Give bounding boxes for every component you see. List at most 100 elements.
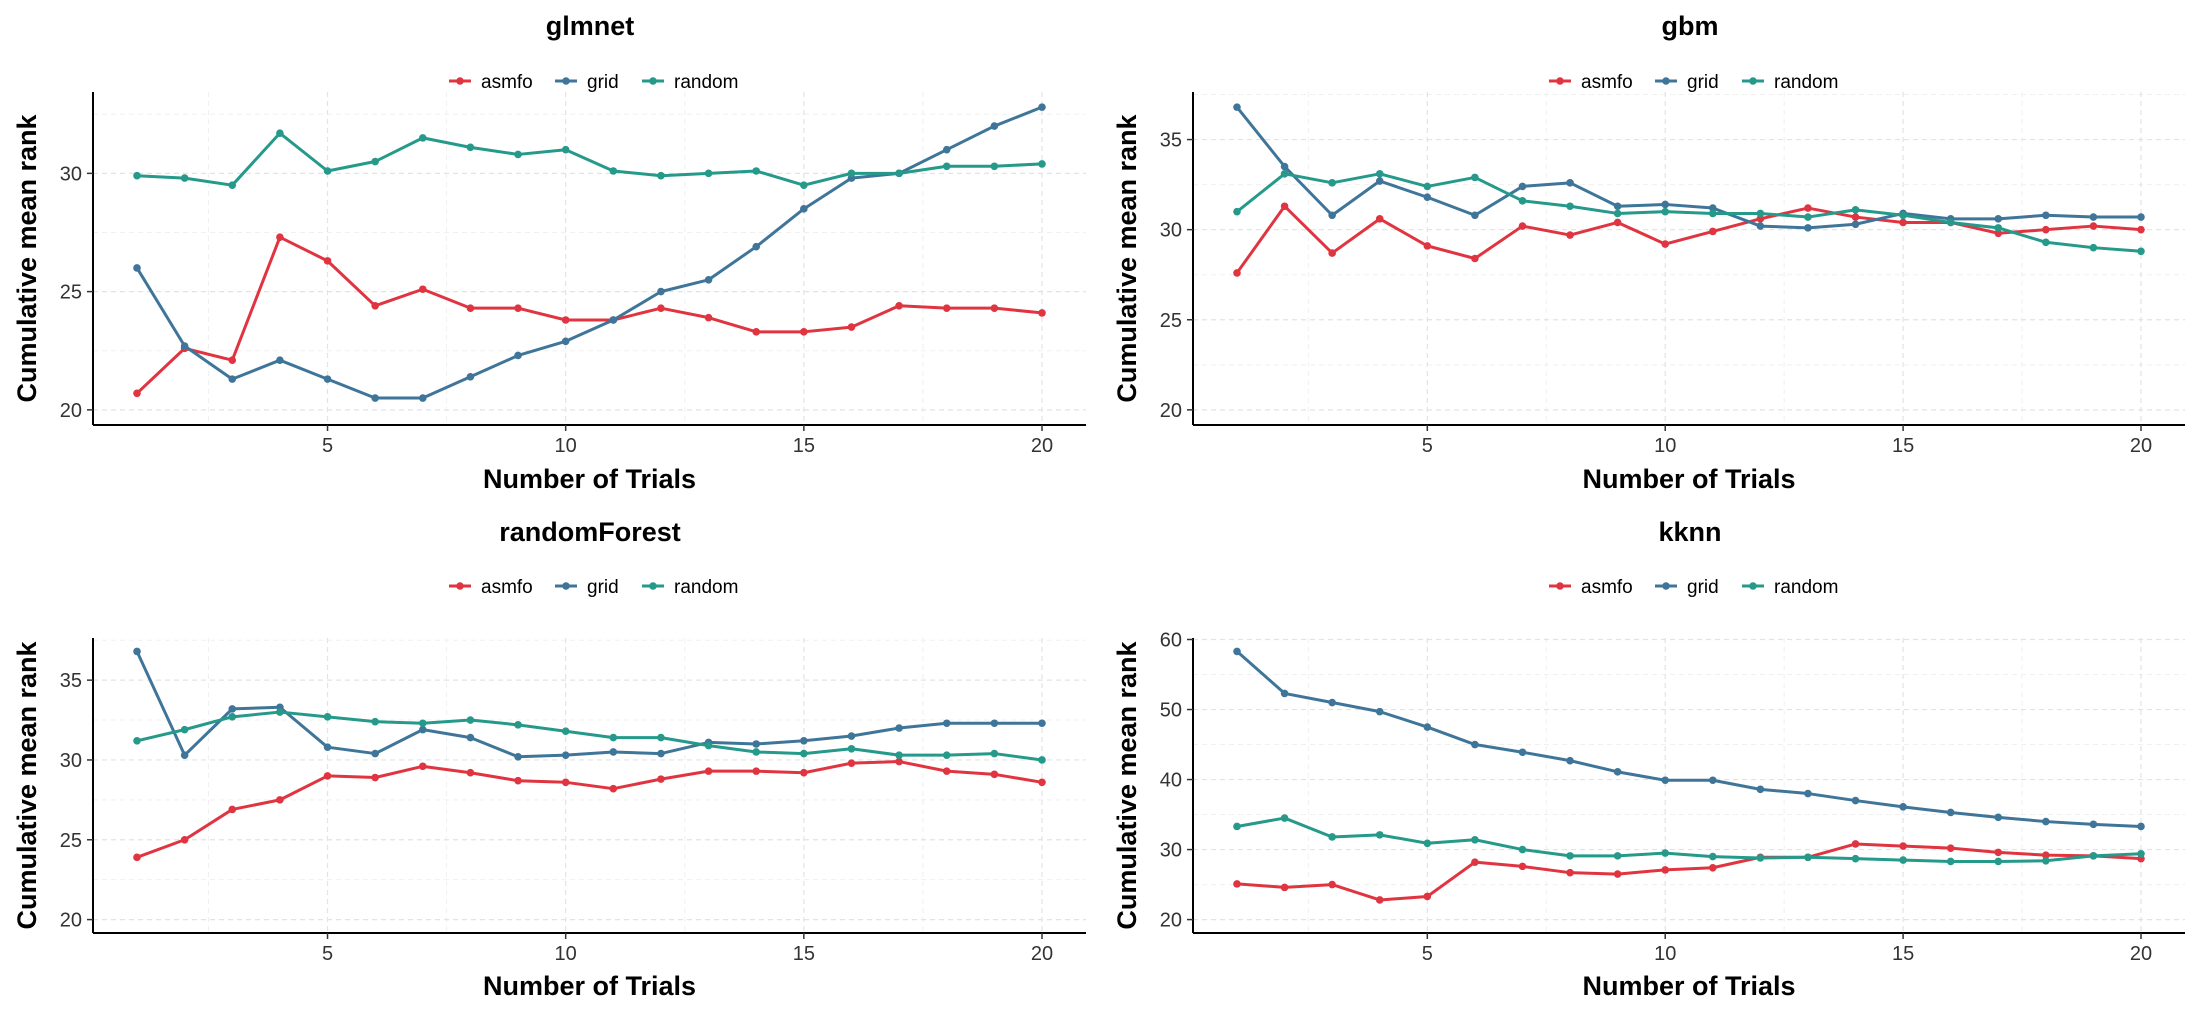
data-point-asmfo [1946, 844, 1955, 852]
data-point-asmfo [800, 768, 808, 777]
data-point-random [990, 162, 999, 171]
data-point-asmfo [561, 316, 570, 324]
data-point-asmfo [1994, 848, 2003, 857]
data-point-random [1804, 213, 1812, 221]
y-tick-label: 35 [1160, 130, 1182, 152]
x-axis-title: Number of Trials [483, 971, 696, 1001]
data-point-grid [466, 733, 475, 742]
y-tick-label: 25 [60, 282, 82, 304]
legend-label-random: random [674, 577, 738, 598]
data-point-random [847, 744, 856, 753]
data-point-asmfo [990, 770, 999, 779]
y-tick-label: 60 [1160, 630, 1182, 652]
x-tick-label: 20 [1031, 943, 1053, 965]
data-point-grid [847, 732, 856, 740]
data-point-asmfo [371, 773, 379, 782]
data-point-random [752, 167, 761, 175]
legend-label-random: random [1774, 72, 1838, 93]
data-point-grid [228, 705, 237, 713]
data-point-random [1423, 839, 1432, 848]
data-point-asmfo [1518, 862, 1527, 871]
data-point-asmfo [847, 759, 856, 767]
data-point-asmfo [1899, 842, 1907, 850]
data-point-random [133, 171, 141, 180]
data-point-random [1756, 854, 1765, 862]
x-tick-label: 5 [322, 943, 333, 965]
y-axis-title: Cumulative mean rank [12, 113, 42, 402]
data-point-grid [752, 242, 761, 251]
data-point-random [1994, 224, 2003, 232]
y-tick-label: 20 [60, 400, 82, 422]
panel-kknn: 5 10 15 20 20 30 40 50 60 kknn asmfo grid random Numb… [1112, 517, 2185, 1001]
data-point-asmfo [1804, 204, 1812, 212]
data-point-random [323, 167, 332, 175]
data-point-asmfo [561, 778, 570, 787]
data-point-asmfo [228, 805, 237, 814]
data-point-random [276, 708, 284, 716]
data-point-asmfo [657, 775, 665, 783]
data-point-random [1233, 207, 1241, 216]
data-point-asmfo [847, 323, 856, 331]
data-point-grid [561, 751, 570, 759]
data-point-grid [1038, 103, 1046, 111]
data-point-grid [418, 394, 427, 402]
data-point-grid [561, 337, 570, 346]
data-point-random [1518, 197, 1527, 205]
data-point-random [323, 713, 332, 721]
legend-point-asmfo [456, 77, 464, 85]
data-point-grid [2137, 822, 2145, 831]
data-point-random [1328, 833, 1336, 841]
data-point-random [752, 748, 761, 756]
data-point-grid [1233, 103, 1241, 111]
legend-label-grid: grid [1687, 577, 1719, 598]
data-point-grid [228, 375, 237, 383]
x-axis-title: Number of Trials [1582, 464, 1795, 494]
data-point-grid [418, 725, 427, 734]
data-point-grid [800, 737, 808, 745]
data-point-asmfo [514, 304, 522, 312]
y-tick-label: 25 [1160, 310, 1182, 332]
data-point-grid [1613, 202, 1622, 211]
data-point-grid [657, 287, 665, 296]
x-tick-label: 10 [1654, 435, 1676, 457]
data-point-grid [1233, 647, 1241, 656]
y-tick-label: 20 [1160, 400, 1182, 422]
data-point-asmfo [1471, 858, 1479, 866]
data-point-random [2137, 247, 2145, 256]
data-point-grid [1661, 200, 1670, 209]
data-point-asmfo [323, 257, 332, 265]
data-point-random [514, 150, 522, 159]
data-point-asmfo [895, 757, 903, 766]
data-point-random [1708, 209, 1717, 218]
data-point-asmfo [1471, 254, 1479, 263]
series-line-grid [1236, 650, 2142, 828]
y-tick-label: 40 [1160, 770, 1182, 792]
data-point-random [1423, 182, 1432, 191]
series-line-random [1236, 172, 2142, 253]
data-point-asmfo [704, 767, 713, 775]
data-point-random [1518, 845, 1527, 854]
data-point-grid [609, 316, 618, 324]
data-point-asmfo [1233, 269, 1241, 277]
data-point-random [609, 733, 618, 742]
legend-point-random [649, 77, 657, 85]
data-point-asmfo [228, 356, 237, 364]
data-point-random [1899, 856, 1907, 864]
data-point-grid [2137, 213, 2145, 221]
data-point-random [1233, 822, 1241, 831]
data-point-grid [1899, 803, 1907, 811]
y-tick-label: 30 [1160, 840, 1182, 862]
data-point-random [657, 733, 665, 742]
data-point-grid [1994, 813, 2003, 822]
data-point-asmfo [1661, 866, 1670, 874]
data-point-asmfo [800, 328, 808, 336]
data-point-grid [1946, 808, 1955, 817]
series-line-random [136, 131, 1043, 187]
data-point-grid [180, 751, 189, 759]
series-line-random [1236, 816, 2142, 863]
legend-label-grid: grid [587, 577, 619, 598]
data-point-asmfo [2089, 222, 2098, 230]
data-point-asmfo [1566, 868, 1574, 877]
data-point-asmfo [1756, 215, 1765, 223]
